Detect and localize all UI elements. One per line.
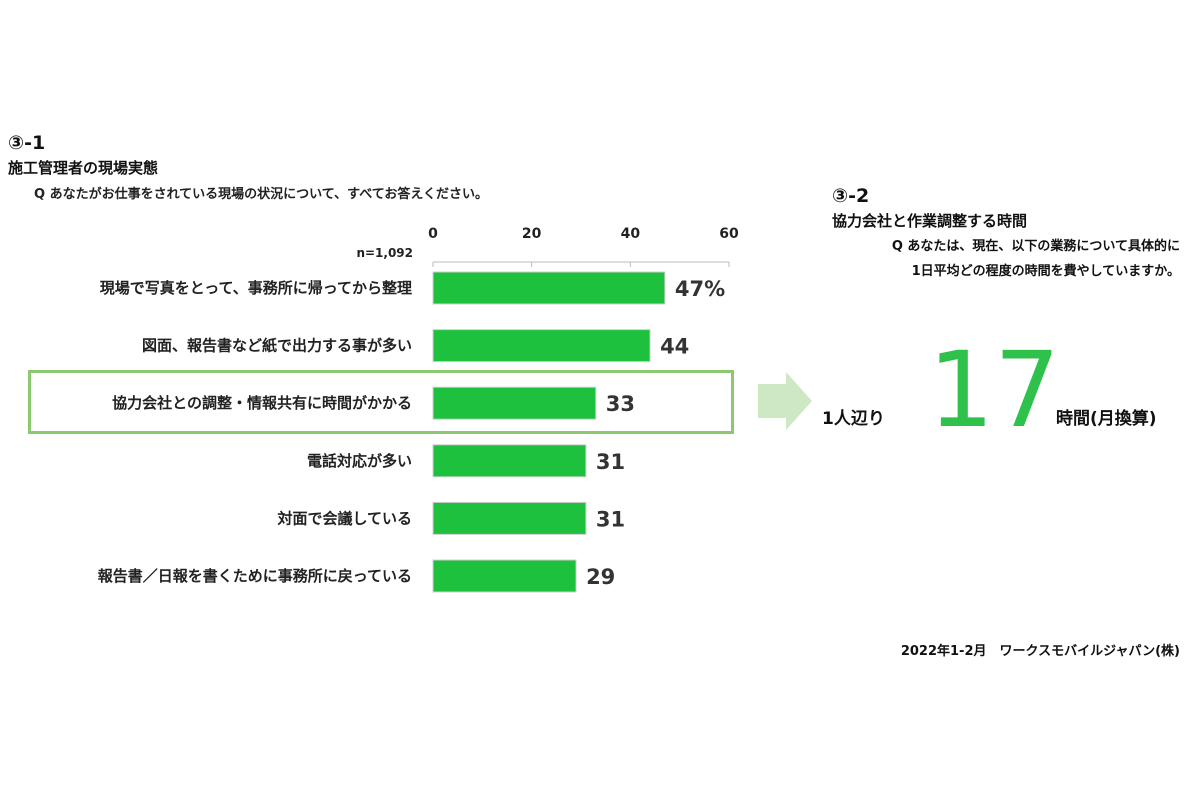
- highlight-box: [28, 370, 734, 434]
- value-label: 31: [596, 507, 625, 531]
- x-tick-label: 60: [719, 226, 739, 242]
- unit-label: 時間(月換算): [1056, 409, 1157, 429]
- right-section-number: ③-2: [832, 185, 870, 207]
- value-label: 47%: [675, 277, 725, 301]
- value-label: 44: [660, 335, 689, 359]
- left-question: Q あなたがお仕事をされている現場の状況について、すべてお答えください。: [34, 187, 488, 202]
- x-tick-label: 40: [621, 226, 641, 242]
- per-person-label: 1人辺り: [822, 409, 885, 429]
- value-label: 33: [606, 392, 635, 416]
- category-label: 図面、報告書など紙で出力する事が多い: [142, 337, 412, 355]
- big-number-value: 17: [928, 329, 1061, 451]
- sample-size-label: n=1,092: [356, 246, 413, 260]
- x-tick-label: 0: [428, 226, 438, 242]
- right-question-line2: 1日平均どの程度の時間を費やしていますか。: [911, 264, 1180, 279]
- bars: 現場で写真をとって、事務所に帰ってから整理 47% 図面、報告書など紙で出力する事が…: [98, 271, 725, 593]
- source-footer: 2022年1-2月 ワークスモバイルジャパン(株): [900, 644, 1180, 659]
- bar-chart: 0 20 40 60 現場で写真をとって、事務所に帰ってから整理 47% 図面、報告書など…: [98, 226, 739, 593]
- bar: [432, 444, 587, 478]
- value-label: 31: [596, 450, 625, 474]
- left-section-title: 施工管理者の現場実態: [8, 159, 159, 177]
- category-label: 報告書／日報を書くために事務所に戻っている: [98, 567, 412, 585]
- bar: [432, 501, 587, 535]
- right-question: Q あなたは、現在、以下の業務について具体的に 1日平均どの程度の時間を費やして…: [820, 234, 1180, 284]
- category-label: 協力会社との調整・情報共有に時間がかかる: [112, 394, 412, 412]
- bar: [432, 329, 651, 363]
- bar: [432, 559, 577, 593]
- value-label: 29: [586, 565, 615, 589]
- x-axis: 0 20 40 60: [428, 226, 739, 267]
- x-tick-label: 20: [522, 226, 542, 242]
- right-section-title: 協力会社と作業調整する時間: [832, 212, 1028, 230]
- right-question-line1: Q あなたは、現在、以下の業務について具体的に: [891, 239, 1180, 254]
- arrow-right-icon: [758, 372, 812, 430]
- left-section-number: ③-1: [8, 132, 46, 154]
- category-label: 現場で写真をとって、事務所に帰ってから整理: [100, 279, 412, 297]
- category-label: 電話対応が多い: [307, 452, 412, 470]
- bar: [432, 271, 666, 305]
- category-label: 対面で会議している: [276, 509, 412, 527]
- bar: [432, 386, 597, 420]
